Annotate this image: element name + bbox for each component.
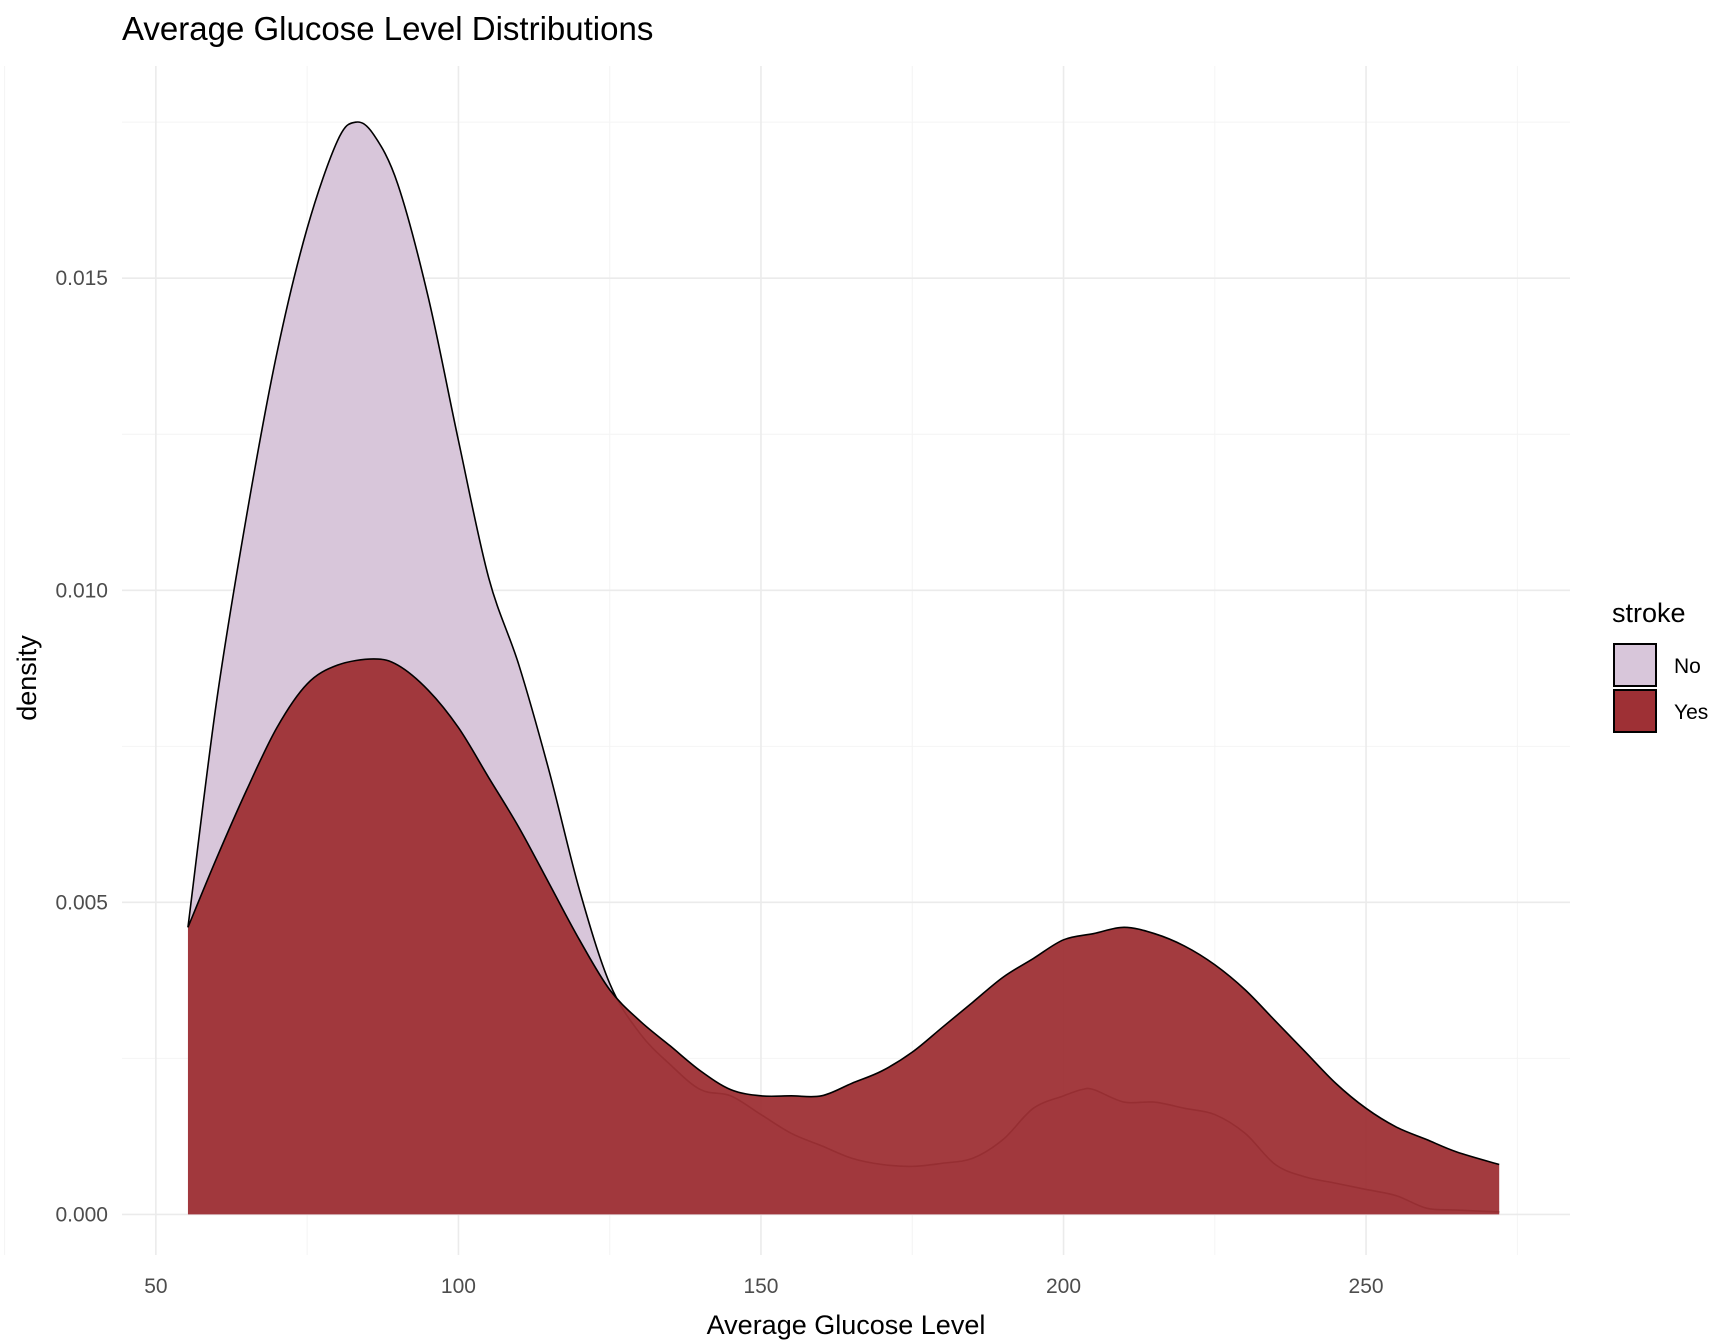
y-tick-label: 0.015 <box>55 267 108 290</box>
legend: stroke No Yes <box>1612 598 1708 733</box>
y-axis-title: density <box>12 635 42 721</box>
chart-title: Average Glucose Level Distributions <box>122 10 653 47</box>
legend-key-yes <box>1613 689 1657 733</box>
y-tick-label: 0.005 <box>55 891 108 914</box>
legend-title: stroke <box>1612 598 1686 628</box>
x-tick-label: 50 <box>144 1275 167 1298</box>
axis-tick-labels: 50 100 150 200 250 0.000 0.005 0.010 0.015 <box>55 267 1383 1298</box>
y-tick-label: 0.010 <box>55 579 108 602</box>
legend-label-no: No <box>1674 655 1701 678</box>
density-areas <box>187 121 1500 1215</box>
density-area-yes <box>187 658 1500 1215</box>
y-tick-label: 0.000 <box>55 1203 108 1226</box>
density-curve-yes <box>187 658 1500 1166</box>
legend-label-yes: Yes <box>1674 701 1708 724</box>
x-axis-title: Average Glucose Level <box>707 1310 986 1340</box>
x-tick-label: 200 <box>1046 1275 1081 1298</box>
x-tick-label: 100 <box>441 1275 476 1298</box>
legend-key-no <box>1613 643 1657 687</box>
x-tick-label: 150 <box>743 1275 778 1298</box>
x-tick-label: 250 <box>1349 1275 1384 1298</box>
